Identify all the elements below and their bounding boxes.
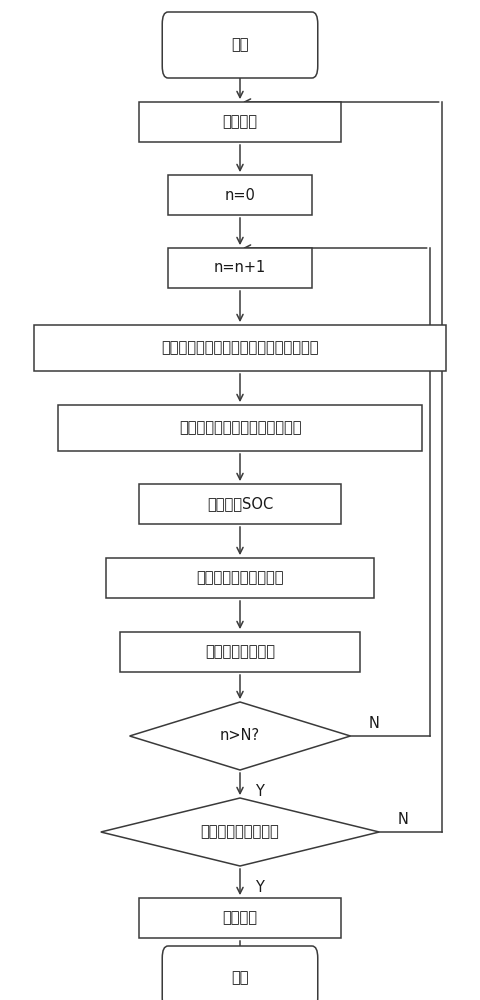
Bar	[139, 484, 341, 524]
Text: N: N	[398, 812, 408, 827]
Text: n=n+1: n=n+1	[214, 260, 266, 275]
Text: 输出结果: 输出结果	[223, 910, 257, 926]
Bar	[139, 102, 341, 142]
Text: 抽取起始SOC: 抽取起始SOC	[207, 496, 273, 512]
Text: 开始: 开始	[231, 37, 249, 52]
Polygon shape	[130, 702, 350, 770]
Text: 累加充电负荷曲线: 累加充电负荷曲线	[205, 645, 275, 660]
Text: 按给定的时段抽取起始充电时间: 按给定的时段抽取起始充电时间	[179, 420, 301, 436]
Text: 计算充电所需时间长度: 计算充电所需时间长度	[196, 570, 284, 585]
Text: 输入数据: 输入数据	[223, 114, 257, 129]
Bar	[58, 405, 422, 451]
Bar	[168, 248, 312, 288]
Bar	[106, 558, 374, 598]
Text: n=0: n=0	[225, 188, 255, 202]
Text: 是否达到精度要求？: 是否达到精度要求？	[201, 824, 279, 840]
Text: N: N	[369, 716, 380, 732]
Bar	[139, 898, 341, 938]
Bar	[168, 175, 312, 215]
Polygon shape	[101, 798, 379, 866]
Text: Y: Y	[255, 784, 264, 800]
Bar	[120, 632, 360, 672]
Text: 构造电动汿车概率模型并设置其参数条件: 构造电动汿车概率模型并设置其参数条件	[161, 340, 319, 356]
Bar	[34, 325, 446, 371]
FancyBboxPatch shape	[162, 12, 318, 78]
Text: n>N?: n>N?	[220, 728, 260, 744]
Text: 结束: 结束	[231, 970, 249, 986]
FancyBboxPatch shape	[162, 946, 318, 1000]
Text: Y: Y	[255, 880, 264, 896]
